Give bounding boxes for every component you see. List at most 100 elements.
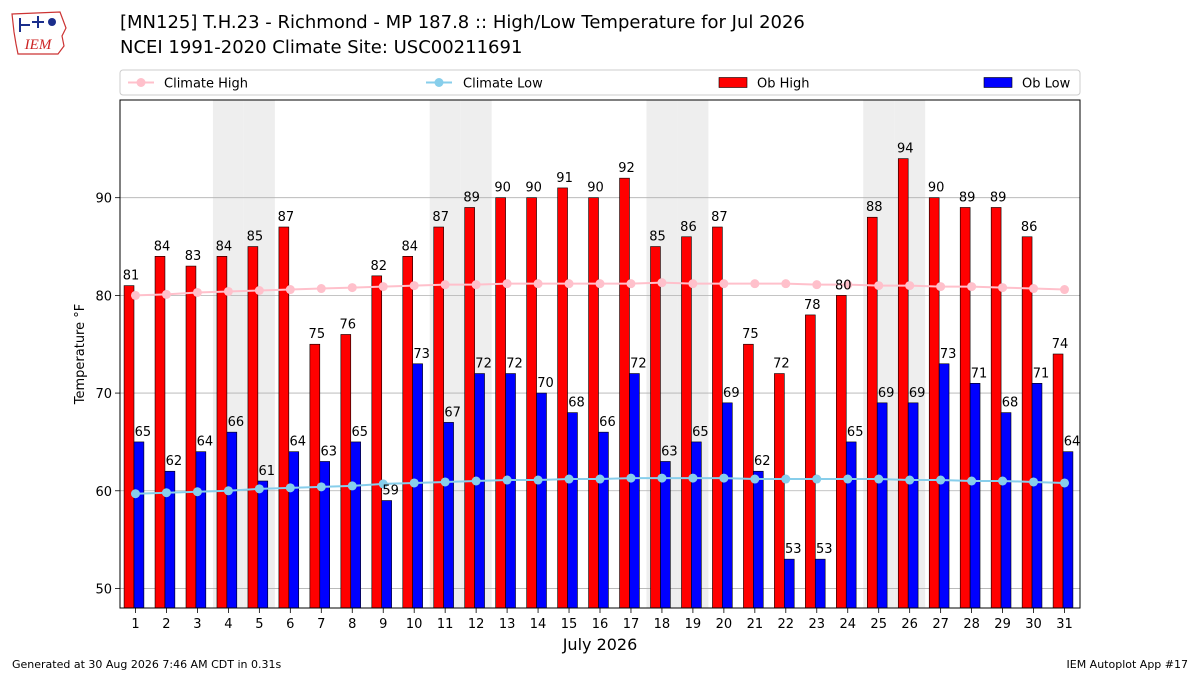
ob-low-bar [536,392,547,609]
ob-high-bar [805,314,816,609]
ob-high-bar [897,158,909,609]
ob-low-bar [567,412,578,609]
climate-low-point [874,474,884,484]
ob-low-label: 69 [878,386,895,401]
ob-high-label: 76 [340,317,357,332]
x-tick-label: 26 [901,617,918,632]
ob-high-bar [619,177,630,609]
x-tick-label: 17 [623,617,640,632]
ob-high-label: 89 [990,190,1007,205]
x-tick-label: 1 [131,617,139,632]
climate-low-point [378,479,388,489]
ob-low-label: 59 [382,484,399,499]
climate-low-point [998,476,1008,486]
ob-low-bar [474,373,485,609]
x-tick-label: 9 [379,617,387,632]
ob-high-bar [495,197,506,609]
ob-high-bar [1021,236,1033,609]
ob-low-label: 53 [785,542,802,557]
ob-low-label: 67 [444,405,461,420]
ob-low-bar [1031,383,1043,609]
ob-high-bar [557,187,568,609]
ob-low-label: 65 [692,425,709,440]
climate-high-point [1029,284,1039,294]
climate-high-point [378,282,388,292]
ob-low-bar [876,402,888,609]
climate-low-point [130,489,140,499]
ob-low-label: 64 [290,435,307,450]
ob-low-label: 53 [816,542,833,557]
x-tick-label: 25 [870,617,887,632]
ob-high-label: 82 [370,259,387,274]
chart-subtitle: NCEI 1991-2020 Climate Site: USC00211691 [120,37,523,58]
ob-high-bar [990,207,1002,609]
ob-low-label: 66 [599,415,616,430]
climate-high-point [254,286,264,295]
climate-low-point [719,473,729,483]
climate-low-point [347,481,357,491]
ob-low-label: 64 [197,435,214,450]
ob-high-label: 89 [959,190,976,205]
climate-low-point [223,486,233,496]
ob-high-label: 75 [309,327,326,342]
climate-low-point [533,475,543,485]
ob-low-bar [753,470,764,609]
ob-high-bar [247,246,259,609]
climate-high-point [967,282,977,292]
climate-high-point [936,282,946,292]
climate-high-point [533,279,543,289]
ob-high-label: 87 [711,210,728,225]
climate-high-point [626,279,636,289]
climate-low-point [626,473,636,483]
ob-high-label: 81 [123,269,140,284]
ob-high-label: 94 [897,142,914,157]
climate-high-point [781,279,791,289]
ob-high-bar [464,207,475,609]
ob-low-bar [226,431,238,609]
iem-logo: IEM [11,11,67,55]
x-tick-label: 16 [592,617,609,632]
ob-high-bar [340,334,352,609]
climate-low-point [936,475,946,485]
ob-low-label: 65 [135,425,152,440]
x-tick-label: 31 [1056,617,1073,632]
climate-low-point [781,474,791,484]
ob-high-label: 84 [401,239,418,254]
x-tick-label: 4 [224,617,232,632]
climate-low-point [750,474,760,484]
ob-low-label: 66 [228,415,245,430]
x-tick-label: 15 [561,617,578,632]
ob-high-bar [866,216,878,609]
ob-high-bar [309,343,321,609]
ob-high-bar [216,256,228,609]
climate-low-point [657,473,667,483]
x-tick-label: 19 [685,617,702,632]
generated-note: Generated at 30 Aug 2026 7:46 AM CDT in … [12,658,282,671]
climate-low-point [688,473,698,483]
climate-low-point [192,487,202,497]
climate-high-point [471,280,481,290]
ob-low-bar [1062,451,1074,609]
ob-low-bar [629,373,640,609]
ob-low-label: 72 [506,357,523,372]
ob-high-label: 72 [773,357,790,372]
ob-low-label: 65 [351,425,368,440]
x-tick-label: 20 [716,617,733,632]
climate-low-point [316,482,326,492]
ob-low-label: 63 [320,444,337,459]
ob-low-label: 62 [166,454,183,469]
x-tick-label: 13 [499,617,516,632]
climate-high-point [285,285,295,295]
ob-high-label: 84 [216,239,233,254]
ob-low-bar [660,461,671,609]
climate-high-point [657,278,667,288]
ob-low-bar [195,451,207,609]
x-tick-label: 18 [654,617,671,632]
x-tick-label: 12 [468,617,485,632]
climate-high-point [440,280,450,290]
climate-high-point [688,279,698,289]
climate-high-point [409,281,419,291]
y-tick-label: 60 [95,485,112,500]
ob-high-bar [278,226,290,609]
